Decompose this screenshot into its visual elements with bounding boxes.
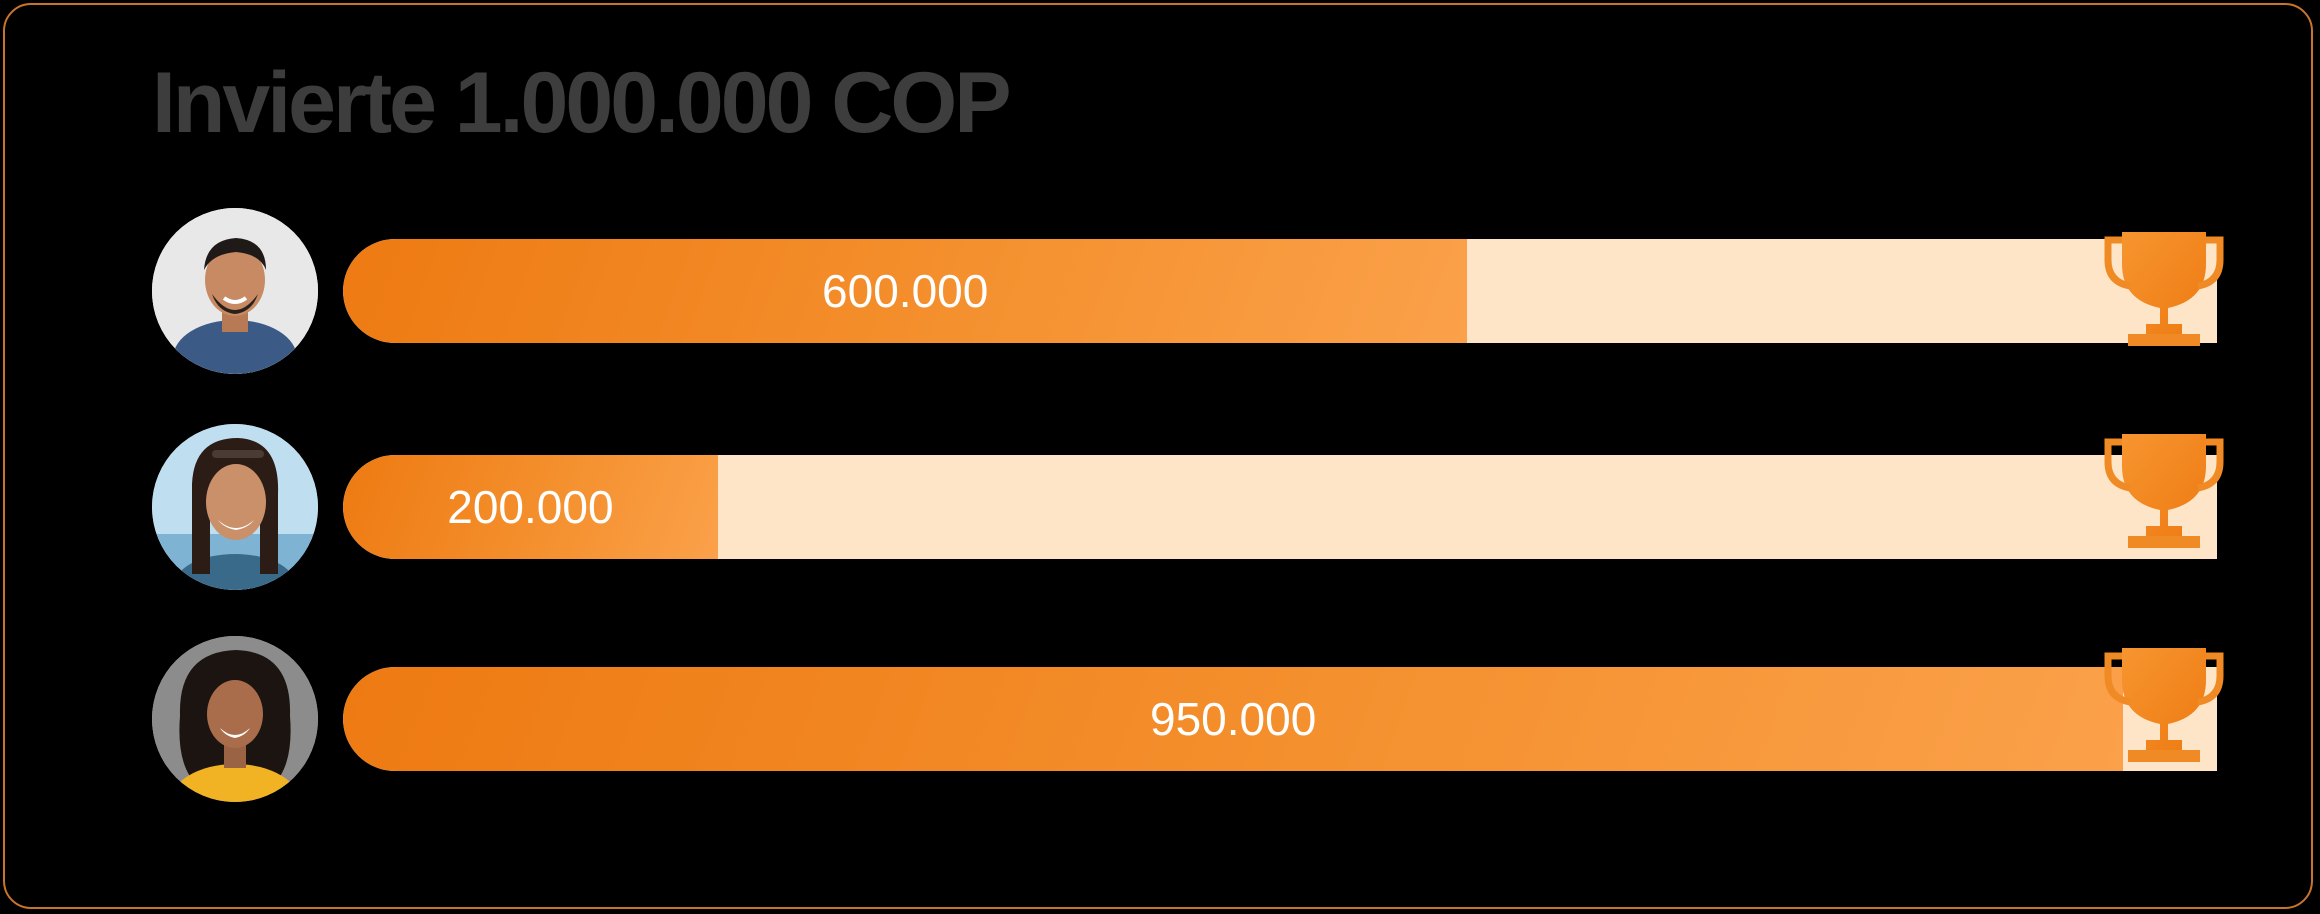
person-avatar-icon	[152, 424, 318, 590]
participant-row-1: 600.000	[0, 208, 2320, 378]
person-avatar-icon	[152, 208, 318, 374]
progress-fill	[343, 667, 2124, 771]
progress-fill	[343, 455, 718, 559]
person-avatar-icon	[152, 636, 318, 802]
progress-track: 200.000	[343, 455, 2217, 559]
progress-fill	[343, 239, 1468, 343]
avatar	[152, 424, 318, 590]
amount-label: 950.000	[1150, 693, 1317, 745]
participant-row-2: 200.000	[0, 424, 2320, 594]
trophy-icon	[2104, 230, 2224, 350]
progress-track: 600.000	[343, 239, 2217, 343]
avatar	[152, 636, 318, 802]
page-title: Invierte 1.000.000 COP	[152, 55, 1012, 151]
trophy-icon	[2104, 432, 2224, 552]
amount-label: 200.000	[447, 481, 614, 533]
participant-row-3: 950.000	[0, 636, 2320, 806]
amount-label: 600.000	[822, 265, 989, 317]
avatar	[152, 208, 318, 374]
progress-track: 950.000	[343, 667, 2217, 771]
trophy-icon	[2104, 646, 2224, 766]
